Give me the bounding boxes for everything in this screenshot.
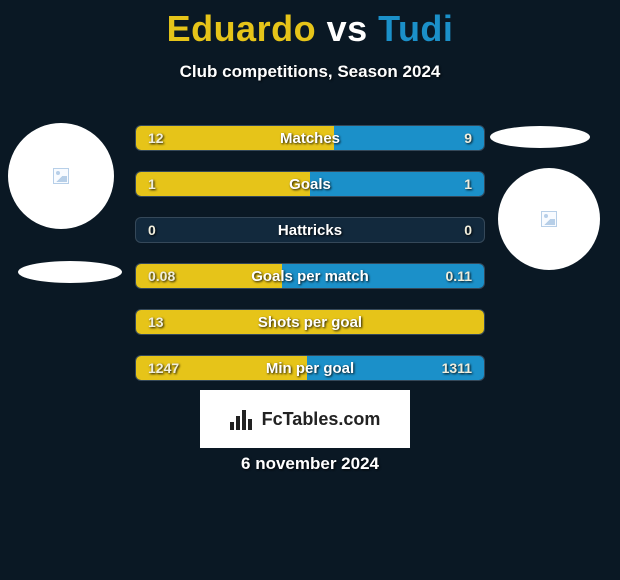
stat-label: Goals (136, 176, 484, 193)
placeholder-image-icon (53, 168, 69, 184)
stat-value-right: 1311 (442, 360, 472, 376)
stat-value-right: 0 (464, 222, 472, 238)
page-title: Eduardo vs Tudi (0, 0, 620, 50)
stats-comparison: 12Matches9 1Goals1 0Hattricks0 0.08Goals pe… (135, 125, 485, 401)
bars-icon (230, 408, 256, 430)
stat-row: 0Hattricks0 (135, 217, 485, 243)
stat-label: Hattricks (136, 222, 484, 239)
date-label: 6 november 2024 (0, 454, 620, 474)
title-name1: Eduardo (167, 8, 317, 49)
stat-value-right: 0.11 (446, 268, 472, 284)
stat-value-right: 9 (464, 130, 472, 146)
player1-avatar (8, 123, 114, 229)
placeholder-image-icon (541, 211, 557, 227)
player2-avatar (498, 168, 600, 270)
player1-flag (18, 261, 122, 283)
stat-row: 1247Min per goal1311 (135, 355, 485, 381)
stat-label: Goals per match (136, 268, 484, 285)
stat-row: 0.08Goals per match0.11 (135, 263, 485, 289)
title-vs: vs (316, 8, 378, 49)
stat-row: 12Matches9 (135, 125, 485, 151)
stat-label: Matches (136, 130, 484, 147)
stat-value-right: 1 (464, 176, 472, 192)
stat-row: 13Shots per goal (135, 309, 485, 335)
stat-label: Min per goal (136, 360, 484, 377)
branding-badge: FcTables.com (200, 390, 410, 448)
title-name2: Tudi (378, 8, 453, 49)
stat-label: Shots per goal (136, 314, 484, 331)
branding-text: FcTables.com (262, 409, 381, 430)
stat-row: 1Goals1 (135, 171, 485, 197)
player2-flag (490, 126, 590, 148)
subtitle: Club competitions, Season 2024 (0, 62, 620, 82)
